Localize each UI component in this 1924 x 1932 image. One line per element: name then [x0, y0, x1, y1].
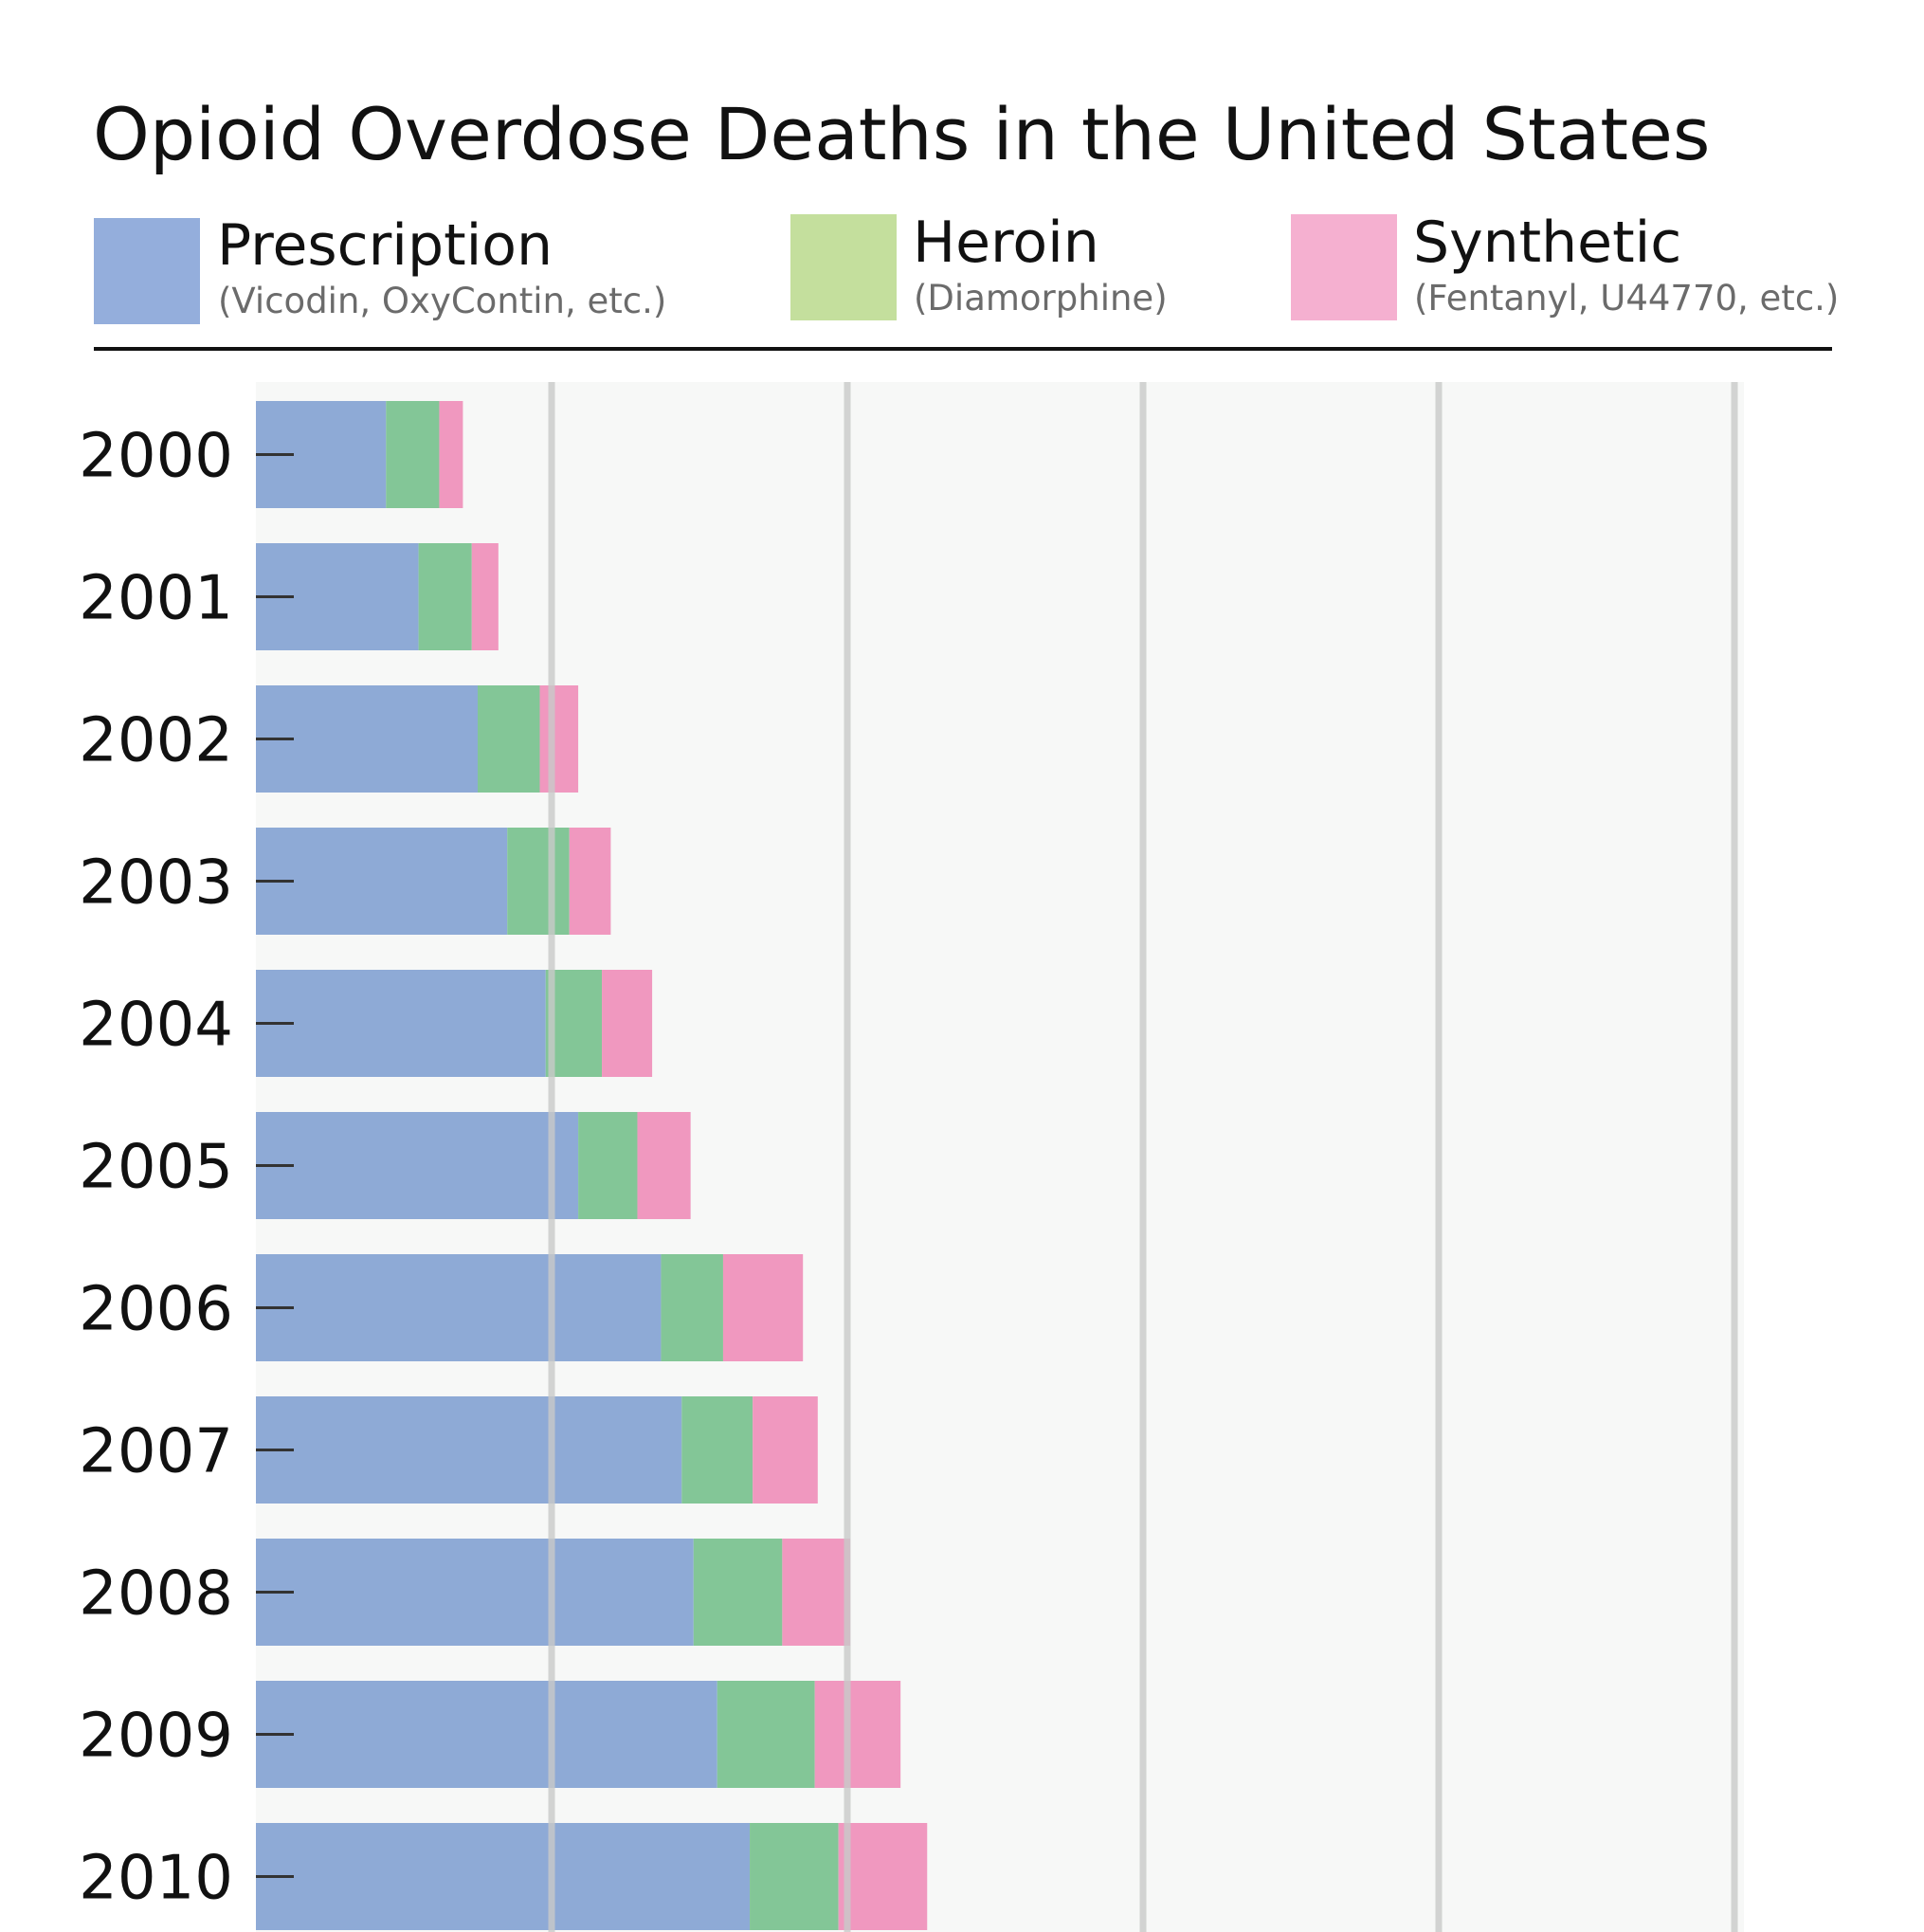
- bar-synthetic-2000: [439, 401, 463, 508]
- bar-prescription-2005: [256, 1112, 579, 1219]
- y-tick-label-2005: 2005: [79, 1133, 233, 1203]
- bar-prescription-2009: [256, 1681, 717, 1788]
- y-tick-label-2003: 2003: [79, 848, 233, 919]
- legend-sublabel-prescription: (Vicodin, OxyContin, etc.): [218, 281, 667, 321]
- bar-heroin-2000: [386, 401, 440, 508]
- y-tick-label-2001: 2001: [79, 564, 233, 634]
- legend-label-prescription: Prescription: [217, 212, 553, 279]
- bar-synthetic-2007: [753, 1396, 818, 1504]
- bar-heroin-2005: [578, 1112, 638, 1219]
- y-tick-label-2004: 2004: [79, 991, 233, 1061]
- legend-sublabel-synthetic: (Fentanyl, U44770, etc.): [1414, 278, 1840, 319]
- bar-heroin-2009: [717, 1681, 815, 1788]
- bar-heroin-2007: [681, 1396, 753, 1504]
- bar-heroin-2004: [545, 970, 603, 1077]
- legend-swatch-heroin: [790, 214, 897, 320]
- y-tick-label-2009: 2009: [79, 1702, 233, 1772]
- bar-prescription-2007: [256, 1396, 682, 1504]
- bar-prescription-2004: [256, 970, 546, 1077]
- bar-heroin-2001: [418, 543, 472, 650]
- bar-synthetic-2003: [569, 828, 611, 935]
- legend-swatch-synthetic: [1291, 214, 1397, 320]
- bar-prescription-2006: [256, 1254, 662, 1361]
- bar-heroin-2006: [661, 1254, 723, 1361]
- bar-synthetic-2001: [471, 543, 499, 650]
- bar-heroin-2003: [507, 828, 570, 935]
- bar-prescription-2010: [256, 1823, 751, 1930]
- legend-sublabel-heroin: (Diamorphine): [914, 278, 1168, 319]
- bar-synthetic-2002: [539, 685, 579, 793]
- y-tick-label-2006: 2006: [79, 1275, 233, 1345]
- bar-prescription-2008: [256, 1539, 694, 1646]
- y-tick-label-2007: 2007: [79, 1417, 233, 1487]
- chart-title: Opioid Overdose Deaths in the United Sta…: [93, 92, 1711, 176]
- y-tick-label-2000: 2000: [79, 422, 233, 492]
- bar-synthetic-2005: [637, 1112, 691, 1219]
- bar-prescription-2003: [256, 828, 508, 935]
- bar-synthetic-2004: [602, 970, 653, 1077]
- y-tick-label-2002: 2002: [79, 706, 233, 776]
- legend-swatch-prescription: [94, 218, 200, 324]
- bar-heroin-2010: [750, 1823, 839, 1930]
- y-tick-label-2010: 2010: [79, 1844, 233, 1914]
- bar-synthetic-2006: [722, 1254, 804, 1361]
- bar-synthetic-2009: [814, 1681, 901, 1788]
- legend-label-heroin: Heroin: [913, 210, 1099, 276]
- divider-rule: [94, 347, 1832, 351]
- bar-synthetic-2010: [838, 1823, 928, 1930]
- y-tick-label-2008: 2008: [79, 1559, 233, 1630]
- legend-label-synthetic: Synthetic: [1413, 210, 1682, 276]
- bar-heroin-2002: [478, 685, 540, 793]
- bar-synthetic-2008: [782, 1539, 851, 1646]
- bar-heroin-2008: [693, 1539, 783, 1646]
